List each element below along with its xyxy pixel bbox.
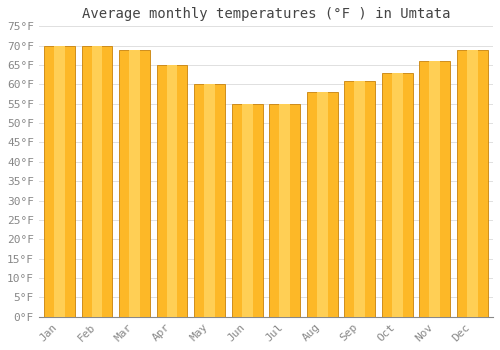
Bar (92, 46, 102, 317)
Bar (382, 73, 412, 317)
Bar (54, 46, 65, 317)
Bar (166, 65, 177, 317)
Bar (354, 80, 365, 317)
Title: Average monthly temperatures (°F ) in Umtata: Average monthly temperatures (°F ) in Um… (82, 7, 450, 21)
Bar (317, 92, 328, 317)
Bar (420, 61, 450, 317)
Bar (232, 104, 262, 317)
Bar (119, 49, 150, 317)
Bar (430, 61, 440, 317)
Bar (270, 104, 300, 317)
Bar (82, 46, 112, 317)
Bar (242, 104, 252, 317)
Bar (129, 49, 140, 317)
Bar (194, 84, 225, 317)
Bar (344, 80, 375, 317)
Bar (204, 84, 215, 317)
Bar (307, 92, 338, 317)
Bar (44, 46, 75, 317)
Bar (467, 49, 478, 317)
Bar (392, 73, 402, 317)
Bar (457, 49, 488, 317)
Bar (156, 65, 188, 317)
Bar (280, 104, 290, 317)
